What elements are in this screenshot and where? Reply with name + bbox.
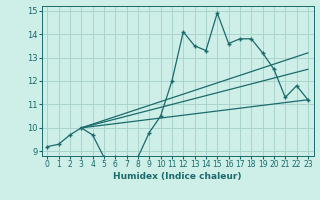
X-axis label: Humidex (Indice chaleur): Humidex (Indice chaleur) xyxy=(113,172,242,181)
